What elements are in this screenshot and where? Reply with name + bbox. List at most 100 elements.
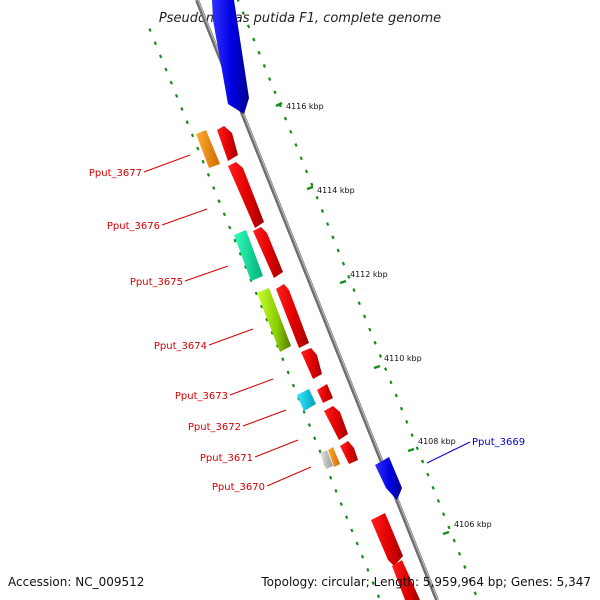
gene-block-reverse-bottom[interactable] [371,513,403,566]
outer-tick [368,327,372,332]
scale-tick [373,364,381,370]
outer-tick [384,367,388,372]
inner-tick [185,120,189,125]
inner-tick [244,265,248,269]
gene-block-pput-3676[interactable] [228,162,264,228]
inner-tick [344,515,349,520]
outer-tick [331,235,335,240]
gene-block-pput-3669[interactable] [375,457,402,500]
outer-tick [252,37,256,42]
inner-tick [329,475,333,480]
gene-block-pput-3675-a[interactable] [234,230,263,281]
inner-tick [159,54,163,59]
inner-tick [259,304,264,309]
gene-label-pput-3674[interactable]: Pput_3674 [154,341,207,352]
inner-tick [350,528,354,533]
tick-tracks [148,0,477,599]
gene-label-pput-3677[interactable]: Pput_3677 [89,168,142,179]
scale-tick [442,530,450,536]
gene-block-pput-3672-b[interactable] [317,384,333,403]
outer-tick [405,420,409,424]
scale-labels: 4116 kbp 4114 kbp 4112 kbp 4110 kbp 4108… [286,102,492,529]
gene-block-pput-3672-a[interactable] [297,389,316,411]
outer-tick [378,354,383,358]
gene-block-pput-3677-a[interactable] [196,130,220,168]
gene-block-pput-3674-a[interactable] [257,288,291,352]
inner-tick [265,317,269,322]
inner-tick [217,199,221,204]
inner-tick [174,93,179,98]
outer-tick [320,209,324,213]
label-leaders [143,154,471,487]
inner-tick [366,568,370,572]
gene-block-pput-3671[interactable] [324,406,348,440]
inner-tick [286,370,290,375]
gene-label-pput-3676[interactable]: Pput_3676 [107,221,160,232]
outer-tick [357,301,361,306]
inner-tick [148,28,152,32]
inner-tick [307,423,312,427]
outer-tick [236,0,240,2]
outer-tick [299,156,303,161]
inner-tick [360,554,365,559]
gene-block-pput-3673[interactable] [301,348,322,379]
outer-tick [273,90,277,95]
gene-label-pput-3670[interactable]: Pput_3670 [212,482,265,493]
outer-tick [336,248,340,253]
scale-label: 4112 kbp [350,270,388,279]
inner-tick [281,357,285,362]
outer-tick [246,24,251,29]
gene-label-pput-3675[interactable]: Pput_3675 [130,277,183,288]
gene-block-pput-3670-b[interactable] [328,447,340,467]
outer-tick [442,512,446,517]
outer-tick [457,551,462,556]
gene-block-pput-3670-a[interactable] [320,450,333,469]
inner-tick [291,383,296,388]
outer-tick [389,380,393,385]
gene-block-pput-3674-b[interactable] [276,284,309,348]
accession-text: Accession: NC_009512 [8,575,144,589]
gene-block-reverse-bottom-2[interactable] [392,560,420,600]
inner-tick [318,449,322,454]
scale-label: 4114 kbp [317,186,355,195]
gene-label-pput-3671[interactable]: Pput_3671 [200,453,253,464]
outer-tick [294,143,298,147]
gene-block-reverse-top[interactable] [212,0,249,114]
scale-tick [407,447,415,453]
outer-tick [326,222,330,227]
scale-tick [275,101,283,108]
inner-tick [196,146,200,151]
gene-block-pput-3675-b[interactable] [253,227,283,278]
outer-tick [262,64,266,68]
outer-tick [257,50,261,55]
scale-tick [306,185,314,191]
gene-label-pput-3669[interactable]: Pput_3669 [472,437,525,448]
outer-tick [241,11,245,16]
inner-tick [222,212,227,217]
gene-label-pput-3673[interactable]: Pput_3673 [175,391,228,402]
inner-tick [164,67,168,72]
gene-label-pput-3672[interactable]: Pput_3672 [188,422,241,433]
outer-tick [463,565,467,569]
scale-label: 4110 kbp [384,354,422,363]
outer-tick [420,459,425,464]
inner-tick [238,251,242,256]
inner-tick [313,436,317,441]
outer-tick [310,182,314,187]
gene-block-pput-3670-c[interactable] [340,441,358,464]
outer-tick [394,393,398,398]
gene-block-pput-3677-b[interactable] [217,126,238,161]
outer-tick [283,116,288,121]
outer-tick [415,446,419,451]
inner-tick [201,159,205,164]
outer-tick [468,578,472,583]
inner-tick [334,488,338,493]
inner-tick [376,594,381,599]
inner-tick [190,133,195,138]
topology-text: Topology: circular; Length: 5,959,964 bp… [260,575,591,589]
outer-tick [268,77,272,82]
scale-label: 4108 kbp [418,437,456,446]
inner-tick [270,330,274,335]
